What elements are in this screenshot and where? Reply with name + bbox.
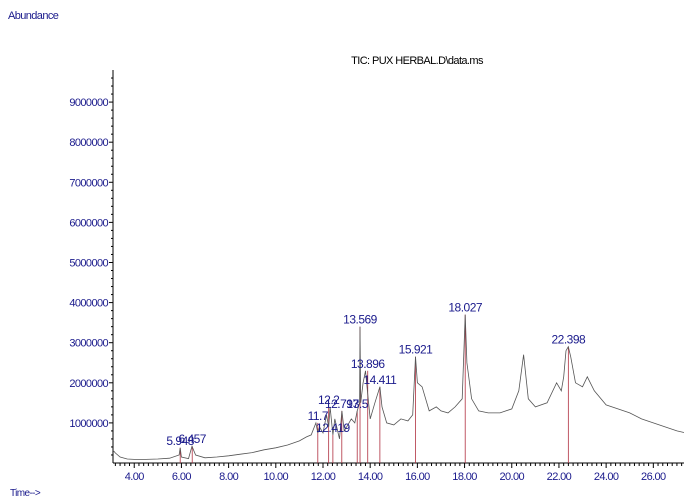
y-tick-label: 1000000 bbox=[69, 418, 108, 430]
peak-label: 13.569 bbox=[343, 313, 378, 327]
chart-title: TIC: PUX HERBAL.D\data.ms bbox=[351, 55, 483, 67]
peak-label: 5.948 bbox=[166, 434, 194, 448]
y-tick-label: 7000000 bbox=[69, 177, 108, 189]
peak-label: 12.419 bbox=[316, 421, 351, 435]
peak-label: 13.5 bbox=[347, 397, 369, 411]
x-tick-label: 8.00 bbox=[219, 471, 238, 483]
x-tick-label: 16.00 bbox=[405, 471, 430, 483]
peak-label: 18.027 bbox=[448, 301, 483, 315]
x-tick-label: 4.00 bbox=[125, 471, 144, 483]
peak-label: 12.2 bbox=[318, 393, 340, 407]
x-tick-label: 24.00 bbox=[594, 471, 619, 483]
x-tick-label: 10.00 bbox=[264, 471, 289, 483]
y-tick-label: 3000000 bbox=[69, 338, 108, 350]
y-tick-label: 2000000 bbox=[69, 378, 108, 390]
peak-label: 12.797 bbox=[325, 397, 360, 411]
y-tick-label: 9000000 bbox=[69, 97, 108, 109]
y-tick-label: 6000000 bbox=[69, 217, 108, 229]
peak-label: 15.921 bbox=[399, 343, 434, 357]
tic-trace bbox=[112, 314, 684, 460]
peak-label: 11.7 bbox=[308, 409, 329, 423]
y-tick-label: 5000000 bbox=[69, 257, 108, 269]
y-tick-label: 4000000 bbox=[69, 298, 108, 310]
peak-markers bbox=[179, 314, 569, 463]
x-tick-label: 6.00 bbox=[172, 471, 191, 483]
peak-label: 14.411 bbox=[363, 373, 397, 387]
x-tick-label: 22.00 bbox=[547, 471, 572, 483]
y-axis-title: Abundance bbox=[8, 10, 59, 22]
x-axis-ticks: 4.00 6.00 8.00 10.00 12.00 14.00 16.00 18.00 20.… bbox=[114, 463, 683, 483]
y-axis-ticks: 1000000 2000000 3000000 4000000 5000000 60000… bbox=[69, 77, 113, 456]
y-tick-label: 8000000 bbox=[69, 137, 108, 149]
peak-label: 6.457 bbox=[178, 432, 206, 446]
peak-label: 13.896 bbox=[351, 357, 386, 371]
x-tick-label: 26.00 bbox=[641, 471, 666, 483]
peak-label: 22.398 bbox=[551, 333, 586, 347]
x-tick-label: 14.00 bbox=[358, 471, 383, 483]
x-tick-label: 18.00 bbox=[452, 471, 477, 483]
x-tick-label: 20.00 bbox=[499, 471, 524, 483]
x-axis-title: Time--> bbox=[10, 488, 41, 499]
x-tick-label: 12.00 bbox=[311, 471, 336, 483]
